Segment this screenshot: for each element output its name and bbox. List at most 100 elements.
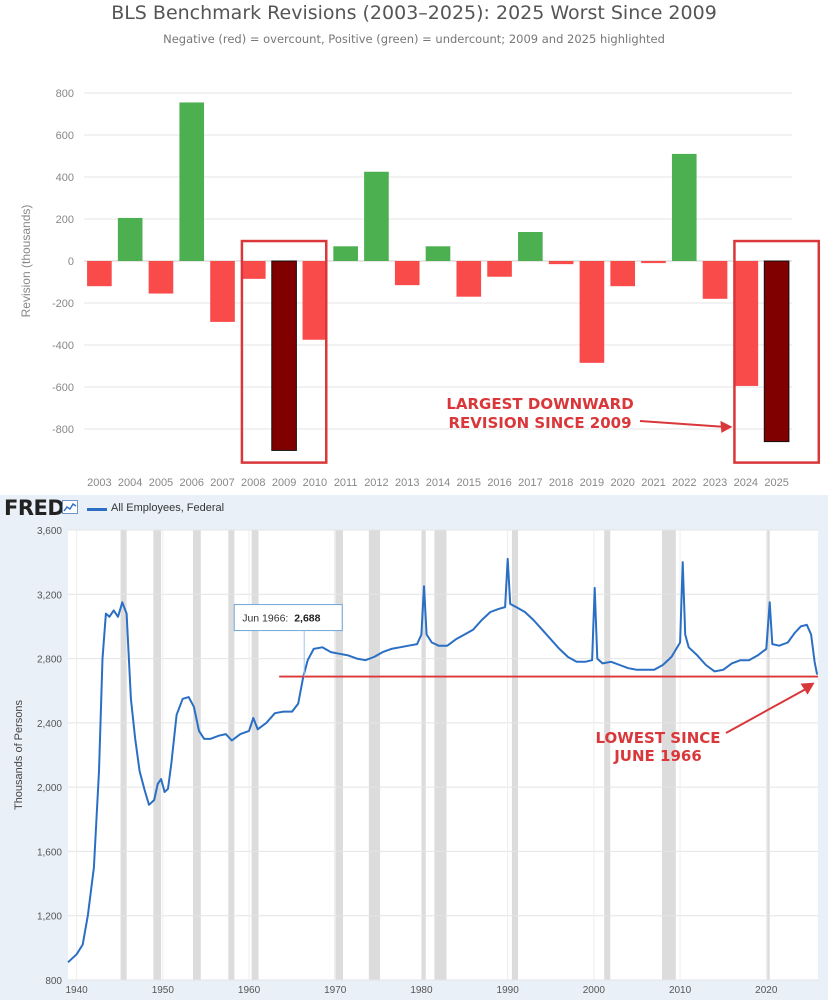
x-tick-label: 1980 [410, 985, 433, 996]
x-tick-label: 1990 [497, 985, 520, 996]
bar-2017 [518, 232, 543, 261]
bar-2003 [87, 261, 112, 287]
y-tick-label: 600 [56, 130, 74, 142]
recession-band [120, 530, 127, 980]
annotation-arrow [639, 420, 725, 428]
x-tick-label: 2017 [518, 477, 542, 489]
x-tick-label: 2000 [583, 985, 606, 996]
bar-2015 [456, 261, 482, 297]
x-tick-label: 2018 [549, 477, 573, 489]
y-tick-label: 3,200 [37, 590, 62, 601]
x-tick-label: 1940 [65, 985, 88, 996]
y-tick-label: 400 [56, 172, 74, 184]
y-tick-label: -800 [52, 424, 74, 436]
fred-panel: FRED All Employees, Federal 800 1,200 1,60… [0, 495, 828, 1000]
y-tick-label: 0 [68, 256, 74, 268]
bar-2016 [487, 261, 512, 277]
recession-band [193, 530, 201, 980]
bar-2012 [364, 171, 389, 261]
chart-title: BLS Benchmark Revisions (2003–2025): 202… [111, 2, 717, 24]
y-tick-label: 800 [56, 88, 74, 100]
bar-2014 [425, 246, 451, 261]
y-tick-label: -600 [52, 382, 74, 394]
x-tick-label: 2022 [672, 477, 696, 489]
x-tick-label: 2010 [303, 477, 327, 489]
annotation-arrow [725, 687, 808, 734]
x-tick-label: 2008 [241, 477, 265, 489]
y-axis-label: Thousands of Persons [13, 699, 25, 810]
y-tick-label: 200 [56, 214, 74, 226]
x-tick-label: 2019 [580, 477, 604, 489]
series-line-federal-employees [67, 557, 819, 964]
bar-2008 [240, 261, 266, 279]
y-tick-label: 3,600 [37, 526, 62, 537]
x-tick-label: 2015 [457, 477, 481, 489]
x-tick-label: 2011 [334, 477, 358, 489]
recession-band [153, 530, 162, 980]
x-tick-label: 2021 [641, 477, 665, 489]
bar-2006 [179, 102, 205, 261]
bar-2018 [548, 261, 574, 265]
x-tick-label: 2006 [179, 477, 203, 489]
x-tick-label: 2014 [426, 477, 450, 489]
annotation-arrowhead [720, 420, 733, 433]
y-axis-label: Revision (thousands) [19, 205, 33, 318]
bls-revisions-panel: BLS Benchmark Revisions (2003–2025): 202… [0, 0, 828, 495]
x-tick-label: 2025 [764, 477, 788, 489]
recession-band [661, 530, 676, 980]
recession-band [767, 530, 770, 980]
recession-band [434, 530, 447, 980]
recession-band [368, 530, 381, 980]
x-tick-label: 2016 [487, 477, 511, 489]
legend-label[interactable]: All Employees, Federal [111, 502, 225, 514]
bar-2024 [733, 261, 759, 386]
annotation-line: REVISION SINCE 2009 [448, 414, 631, 432]
x-tick-label: 2020 [755, 985, 778, 996]
highlight-box-2009 [240, 239, 328, 464]
bar-2007 [210, 261, 235, 322]
recession-band [421, 530, 426, 980]
annotation-line: JUNE 1966 [613, 747, 702, 765]
x-tick-label: 2007 [210, 477, 234, 489]
tooltip-box [233, 604, 343, 632]
bar-2025 [763, 260, 790, 443]
x-tick-label: 2024 [734, 477, 758, 489]
bar-2020 [610, 261, 636, 287]
y-tick-label: 800 [45, 976, 62, 987]
y-tick-label: 2,000 [37, 783, 62, 794]
y-tick-label: 2,400 [37, 719, 62, 730]
bar-2010 [302, 261, 328, 340]
legend-swatch [87, 508, 107, 511]
x-tick-label: 2023 [703, 477, 727, 489]
annotation-line: LOWEST SINCE [595, 729, 720, 747]
x-tick-label: 2010 [669, 985, 692, 996]
fred-logo: FRED [4, 496, 65, 520]
bar-2019 [579, 261, 605, 363]
x-tick-label: 2003 [87, 477, 111, 489]
x-tick-label: 1970 [324, 985, 347, 996]
recession-band [511, 530, 518, 980]
x-tick-label: 2004 [118, 477, 142, 489]
y-tick-label: 2,800 [37, 655, 62, 666]
recession-band [228, 530, 235, 980]
bls-revisions-bar-chart: 800 600 400 200 0 -200 -400 -600 -800 Revision (t… [19, 88, 821, 489]
bar-2023 [702, 261, 728, 299]
recession-band [251, 530, 259, 980]
tooltip-value: 2,688 [294, 613, 320, 625]
chart-subtitle: Negative (red) = overcount, Positive (gr… [163, 32, 665, 46]
x-tick-label: 2009 [272, 477, 296, 489]
y-tick-label: -400 [52, 340, 74, 352]
bar-2021 [641, 261, 666, 264]
annotation-line: LARGEST DOWNWARD [446, 395, 633, 413]
y-tick-label: 1,600 [37, 847, 62, 858]
bar-2004 [117, 217, 143, 261]
bar-2009 [271, 260, 297, 451]
bar-2011 [333, 246, 358, 261]
x-tick-label: 2012 [364, 477, 388, 489]
y-tick-label: -200 [52, 298, 74, 310]
x-tick-label: 2013 [395, 477, 419, 489]
bar-2013 [394, 261, 420, 286]
tooltip-date: Jun 1966: [242, 613, 288, 625]
recession-band [604, 530, 611, 980]
annotation-arrowhead [800, 682, 815, 695]
